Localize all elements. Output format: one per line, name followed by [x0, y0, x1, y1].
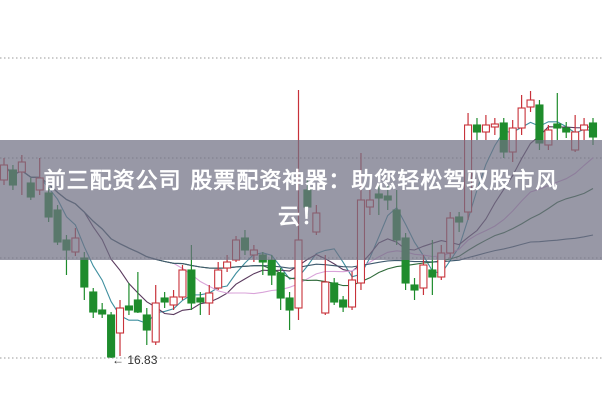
candle-body — [133, 299, 142, 313]
min-price-value: 16.83 — [127, 353, 158, 367]
candle-body — [160, 297, 169, 303]
candle-body — [267, 259, 276, 276]
candle-body — [276, 272, 285, 299]
candle-body — [223, 261, 232, 269]
candle-body — [98, 309, 107, 315]
candle-body — [124, 305, 133, 311]
candle-body — [196, 297, 205, 303]
candle-body — [410, 284, 419, 291]
candle-body — [321, 281, 330, 314]
candle-body — [178, 269, 187, 298]
candle-body — [472, 124, 482, 133]
candle-body — [80, 257, 89, 288]
candle-body — [187, 269, 196, 304]
candle-body — [490, 123, 499, 128]
candle-body — [89, 291, 98, 313]
title-banner: 前三配资公司 股票配资神器：助您轻松驾驭股市风 云！ — [0, 140, 602, 260]
candle-body — [205, 292, 214, 304]
title-line-1: 前三配资公司 股票配资神器：助您轻松驾驭股市风 — [43, 169, 559, 194]
candle-body — [347, 279, 357, 308]
candle-body — [330, 282, 339, 303]
candle-body — [214, 269, 223, 289]
candle-body — [553, 123, 562, 129]
candle-body — [285, 297, 294, 311]
candle-body — [169, 296, 178, 306]
candle-body — [428, 269, 437, 278]
candle-body — [151, 302, 160, 343]
candle-body — [142, 314, 151, 331]
candle-body — [562, 127, 571, 133]
min-price-label: ← 16.83 — [112, 353, 158, 367]
candle-body — [115, 307, 125, 334]
candle-body — [107, 314, 116, 358]
candle-body — [419, 264, 428, 289]
candle-body — [517, 107, 526, 129]
title-line-2: 云！ — [277, 205, 324, 230]
candle-body — [481, 124, 490, 133]
candle-body — [588, 122, 598, 138]
candle-body — [526, 99, 535, 108]
candle-body — [339, 299, 348, 308]
candle-body — [580, 124, 589, 131]
candle-body — [535, 104, 544, 144]
